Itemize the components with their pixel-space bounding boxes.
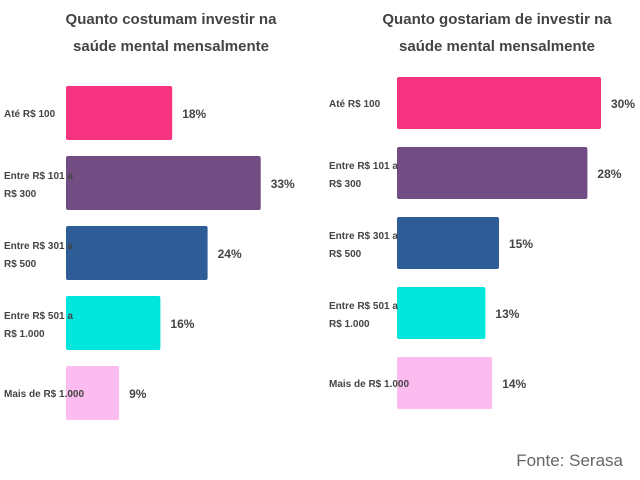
bar <box>66 86 173 140</box>
category-label: Entre R$ 501 a <box>329 301 398 312</box>
value-label: 16% <box>170 317 194 331</box>
category-label: R$ 300 <box>4 189 37 200</box>
category-label: R$ 500 <box>329 249 362 260</box>
value-label: 33% <box>271 177 295 191</box>
category-label: Entre R$ 101 a <box>329 161 398 172</box>
chart-title: Quanto gostariam de investir na <box>382 11 612 28</box>
value-label: 24% <box>218 247 242 261</box>
chart-title: saúde mental mensalmente <box>73 38 269 55</box>
category-label: R$ 300 <box>329 179 362 190</box>
bar <box>397 147 588 199</box>
category-label: Entre R$ 301 a <box>4 241 73 252</box>
category-label: R$ 1.000 <box>4 329 45 340</box>
value-label: 15% <box>509 237 533 251</box>
bar <box>397 357 493 409</box>
value-label: 14% <box>502 377 526 391</box>
bar <box>66 156 261 210</box>
category-label: Mais de R$ 1.000 <box>4 389 84 400</box>
value-label: 9% <box>129 387 147 401</box>
value-label: 28% <box>597 167 621 181</box>
category-label: Entre R$ 501 a <box>4 311 73 322</box>
category-label: Até R$ 100 <box>329 99 381 110</box>
category-label: Entre R$ 101 a <box>4 171 73 182</box>
bar <box>397 217 499 269</box>
chart-title: Quanto costumam investir na <box>66 11 278 28</box>
chart-title: saúde mental mensalmente <box>399 38 595 55</box>
value-label: 18% <box>182 107 206 121</box>
value-label: 13% <box>495 307 519 321</box>
bar <box>397 287 486 339</box>
bar <box>66 366 120 420</box>
bar <box>66 296 161 350</box>
category-label: Mais de R$ 1.000 <box>329 379 409 390</box>
value-label: 30% <box>611 97 635 111</box>
source-label: Fonte: Serasa <box>516 451 623 470</box>
category-label: R$ 500 <box>4 259 37 270</box>
category-label: Até R$ 100 <box>4 109 56 120</box>
bar <box>397 77 601 129</box>
category-label: R$ 1.000 <box>329 319 370 330</box>
bar <box>66 226 208 280</box>
category-label: Entre R$ 301 a <box>329 231 398 242</box>
